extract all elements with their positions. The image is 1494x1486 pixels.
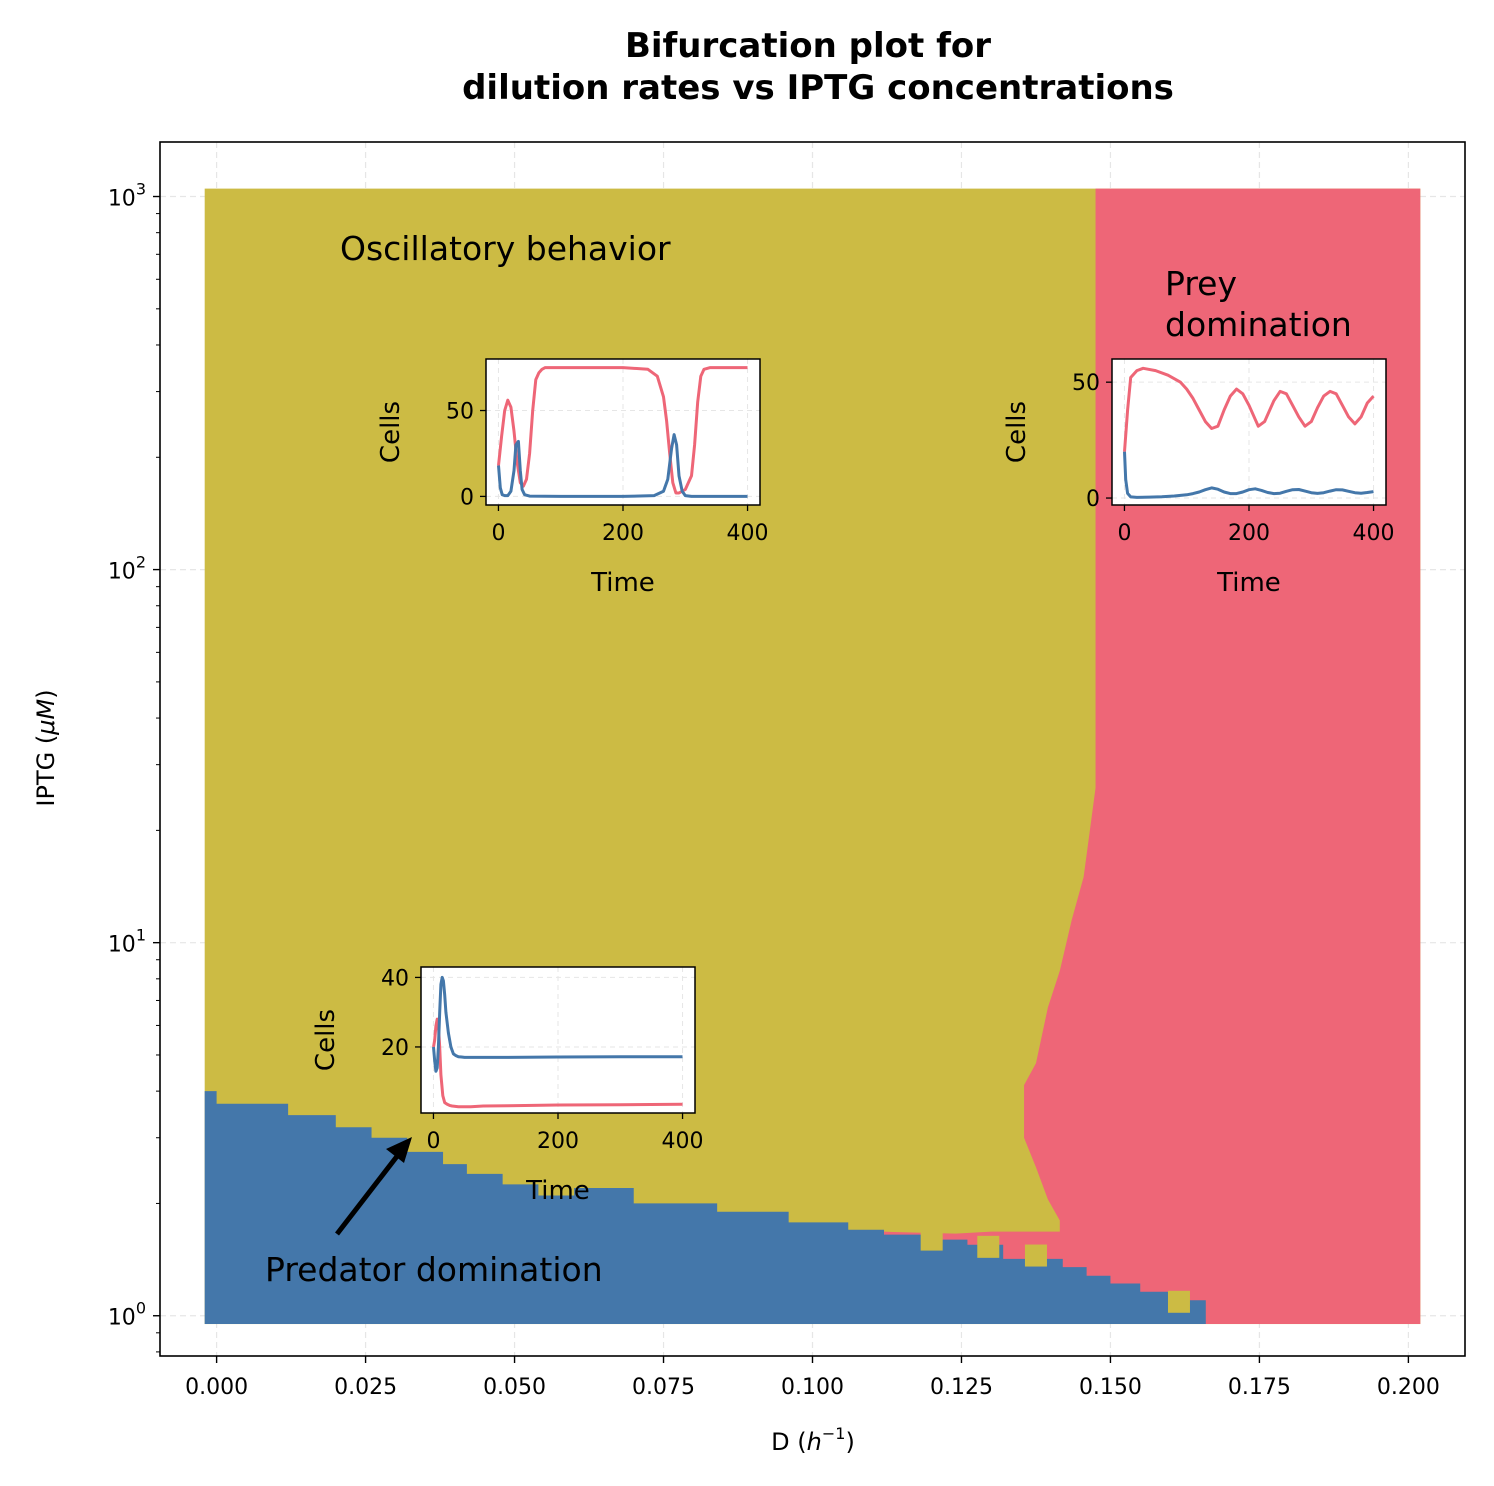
inset-series-line xyxy=(497,433,748,498)
predator-arrow xyxy=(335,1137,412,1236)
x-tick-label: 0.175 xyxy=(1228,1375,1291,1400)
inset-y-tick-label: 40 xyxy=(381,966,409,991)
x-tick-label: 0.025 xyxy=(334,1375,397,1400)
oscillatory-cell xyxy=(977,1235,1000,1258)
inset-prey: 0 200 400 0 50 Time Cells xyxy=(1002,358,1395,598)
inset-y-tick-label: 50 xyxy=(446,400,474,425)
oscillatory-cell xyxy=(1167,1290,1190,1313)
inset-y-tick-label: 20 xyxy=(381,1036,409,1061)
inset-x-tick-label: 0 xyxy=(491,521,505,546)
inset-series-line xyxy=(1123,366,1375,452)
x-tick-label: 0.075 xyxy=(632,1375,695,1400)
inset-series-line xyxy=(1123,451,1374,499)
prey-annotation-line1: Prey xyxy=(1165,264,1237,303)
inset-x-axis-label: Time xyxy=(525,1176,590,1206)
y-tick-label: 101 xyxy=(108,926,146,958)
oscillatory-cell xyxy=(1024,1244,1047,1267)
inset-x-tick-label: 200 xyxy=(537,1129,579,1154)
oscillatory-cell xyxy=(920,1228,943,1251)
inset-oscillatory: 0 200 400 0 50 Time Cells xyxy=(376,358,769,598)
x-tick-label: 0.100 xyxy=(781,1375,844,1400)
inset-x-tick-label: 400 xyxy=(727,521,769,546)
inset-y-tick-label: 0 xyxy=(460,485,474,510)
inset-y-axis-label: Cells xyxy=(311,1009,341,1071)
y-tick-label: 100 xyxy=(108,1299,146,1331)
inset-x-tick-label: 400 xyxy=(1353,521,1395,546)
y-axis-label: IPTG (μM) xyxy=(32,689,60,806)
inset-y-tick-label: 0 xyxy=(1086,487,1100,512)
chart-title-line2: dilution rates vs IPTG concentrations xyxy=(462,68,1174,108)
predator-annotation: Predator domination xyxy=(265,1250,603,1289)
inset-series-line xyxy=(497,366,748,495)
inset-x-tick-label: 0 xyxy=(1117,521,1131,546)
main-axes: 0.000 0.025 0.050 0.075 0.100 0.125 0.150 0.175… xyxy=(108,141,1466,1400)
inset-y-axis-label: Cells xyxy=(1002,401,1032,463)
inset-predator: 0 200 400 20 40 Time Cells xyxy=(311,966,704,1206)
x-tick-label: 0.125 xyxy=(930,1375,993,1400)
x-tick-label: 0.150 xyxy=(1079,1375,1142,1400)
inset-x-tick-label: 200 xyxy=(602,521,644,546)
x-tick-label: 0.050 xyxy=(483,1375,546,1400)
inset-y-axis-label: Cells xyxy=(376,401,406,463)
x-axis-label: D (h−1) xyxy=(771,1424,855,1456)
inset-x-axis-label: Time xyxy=(590,568,655,598)
prey-annotation-line2: domination xyxy=(1165,305,1352,344)
x-tick-label: 0.200 xyxy=(1377,1375,1440,1400)
predator-region xyxy=(204,1091,1206,1325)
inset-x-axis-label: Time xyxy=(1216,568,1281,598)
inset-series-line xyxy=(432,975,683,1073)
chart-title-line1: Bifurcation plot for xyxy=(625,26,991,66)
inset-series-line xyxy=(432,1017,683,1109)
y-tick-label: 102 xyxy=(108,553,146,585)
inset-x-tick-label: 400 xyxy=(662,1129,704,1154)
y-tick-label: 103 xyxy=(108,180,146,212)
inset-y-tick-label: 50 xyxy=(1072,371,1100,396)
inset-x-tick-label: 0 xyxy=(426,1129,440,1154)
oscillatory-annotation: Oscillatory behavior xyxy=(340,229,671,268)
x-tick-label: 0.000 xyxy=(185,1375,248,1400)
inset-x-tick-label: 200 xyxy=(1228,521,1270,546)
